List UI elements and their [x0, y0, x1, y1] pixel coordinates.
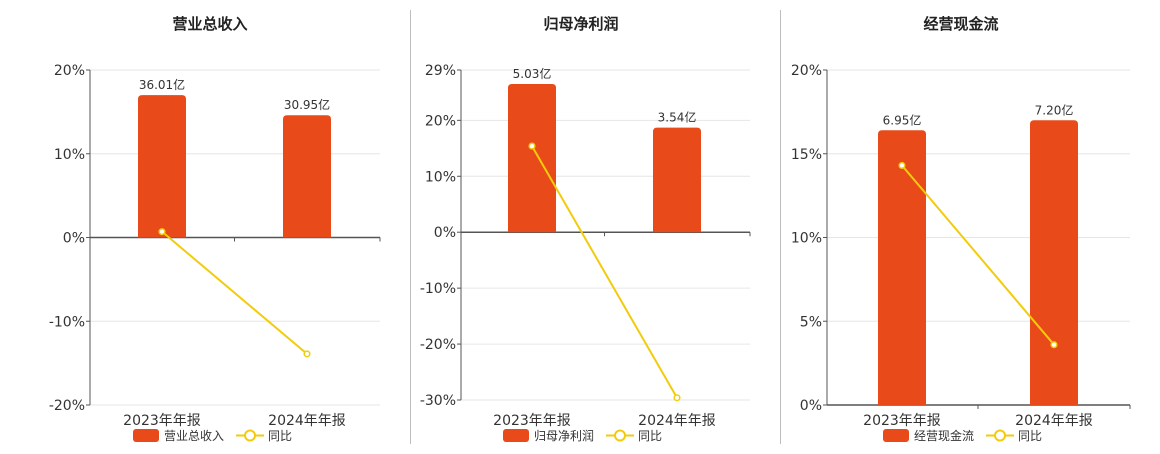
y-tick-label: 5%	[800, 314, 822, 330]
y-tick-label: 0%	[800, 398, 822, 414]
legend-bar-label: 归母净利润	[534, 429, 594, 443]
legend-bar-label: 营业总收入	[164, 429, 224, 443]
panel-divider	[780, 10, 781, 444]
y-tick-label: 10%	[425, 169, 456, 185]
bar	[283, 115, 331, 238]
chart-panel-cashflow: 经营现金流 20% 15% 10% 5% 0% 6.95亿 7.20亿 2023年年报 2024年…	[781, 0, 1160, 450]
x-tick-label: 2024年年报	[1015, 413, 1093, 429]
y-tick-label: 15%	[791, 147, 822, 163]
yoy-line	[531, 145, 678, 399]
legend-line-marker	[614, 429, 626, 442]
bar	[878, 130, 926, 406]
yoy-point	[528, 142, 536, 150]
legend-bar-label: 经营现金流	[914, 428, 974, 443]
yoy-point	[303, 350, 311, 358]
legend-line-label: 同比	[268, 429, 292, 443]
bar-value-label: 5.03亿	[513, 66, 552, 81]
yoy-line	[901, 164, 1055, 346]
x-tick-label: 2023年年报	[493, 413, 571, 429]
legend-line-marker	[994, 429, 1006, 442]
chart-panel-revenue: 营业总收入 20% 10% 0% -10% -20% 36.01亿 30.95亿 2023年年报…	[0, 0, 405, 450]
y-tick-label: 10%	[54, 147, 85, 163]
yoy-line	[161, 230, 308, 355]
y-tick-label: 0%	[434, 225, 456, 241]
y-tick-label: 0%	[63, 231, 85, 247]
y-tick-label: 29%	[425, 63, 456, 79]
revenue-chart: 营业总收入 20% 10% 0% -10% -20% 36.01亿 30.95亿 2023年年报…	[49, 15, 381, 443]
bar	[1030, 120, 1078, 405]
bar-value-label: 30.95亿	[284, 97, 330, 112]
bar	[138, 95, 186, 238]
bar-value-label: 36.01亿	[139, 77, 185, 92]
y-tick-label: 20%	[791, 63, 822, 79]
x-tick-label: 2024年年报	[638, 413, 716, 429]
net-profit-chart: 归母净利润 29% 20% 10% 0% -10% -20% -30% 5.03亿 3.54亿 20…	[420, 15, 751, 443]
legend: 经营现金流 同比	[883, 428, 1042, 443]
bar	[653, 127, 701, 233]
bar-value-label: 3.54亿	[658, 110, 697, 125]
legend: 营业总收入 同比	[133, 429, 292, 443]
bar-value-label: 6.95亿	[883, 112, 922, 127]
yoy-point	[673, 394, 681, 402]
y-tick-label: -10%	[420, 281, 456, 297]
legend-bar-swatch	[503, 429, 529, 442]
legend-line-marker	[244, 429, 256, 442]
y-tick-label: -30%	[420, 393, 456, 409]
chart-panel-net-profit: 归母净利润 29% 20% 10% 0% -10% -20% -30% 5.03亿 3.54亿 20…	[411, 0, 780, 450]
bar	[508, 83, 556, 233]
x-tick-label: 2024年年报	[268, 413, 346, 429]
panel-divider	[410, 10, 411, 444]
chart-title: 经营现金流	[923, 15, 998, 33]
legend-line-label: 同比	[1018, 429, 1042, 443]
cashflow-chart: 经营现金流 20% 15% 10% 5% 0% 6.95亿 7.20亿 2023年年报 2024年…	[791, 15, 1131, 443]
yoy-point	[1050, 341, 1058, 349]
chart-title: 归母净利润	[543, 15, 618, 33]
chart-title: 营业总收入	[172, 15, 247, 33]
y-tick-label: -20%	[49, 398, 85, 414]
legend-bar-swatch	[133, 429, 159, 442]
y-tick-label: -20%	[420, 337, 456, 353]
legend-bar-swatch	[883, 429, 909, 442]
y-tick-label: -10%	[49, 314, 85, 330]
x-tick-label: 2023年年报	[863, 413, 941, 429]
legend-line-label: 同比	[638, 429, 662, 443]
y-tick-label: 20%	[425, 113, 456, 129]
y-tick-label: 20%	[54, 63, 85, 79]
legend: 归母净利润 同比	[503, 429, 662, 443]
yoy-point	[898, 161, 906, 170]
x-tick-label: 2023年年报	[123, 413, 201, 429]
y-tick-label: 10%	[791, 231, 822, 247]
yoy-point	[158, 228, 166, 236]
bar-value-label: 7.20亿	[1035, 102, 1074, 117]
